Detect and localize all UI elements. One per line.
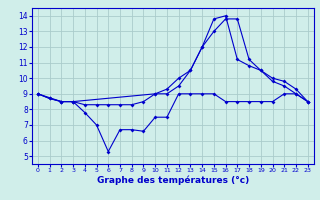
X-axis label: Graphe des températures (°c): Graphe des températures (°c)	[97, 176, 249, 185]
